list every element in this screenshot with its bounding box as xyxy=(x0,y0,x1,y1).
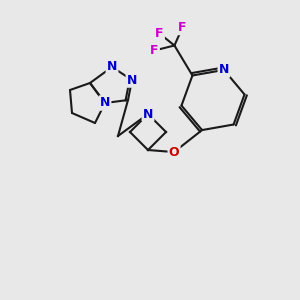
Text: N: N xyxy=(100,97,110,110)
Text: F: F xyxy=(150,44,159,57)
Text: N: N xyxy=(107,61,117,74)
Text: F: F xyxy=(178,21,187,34)
Text: N: N xyxy=(219,63,229,76)
Text: N: N xyxy=(127,74,137,86)
Text: N: N xyxy=(143,107,153,121)
Text: O: O xyxy=(169,146,179,159)
Text: F: F xyxy=(155,27,164,40)
